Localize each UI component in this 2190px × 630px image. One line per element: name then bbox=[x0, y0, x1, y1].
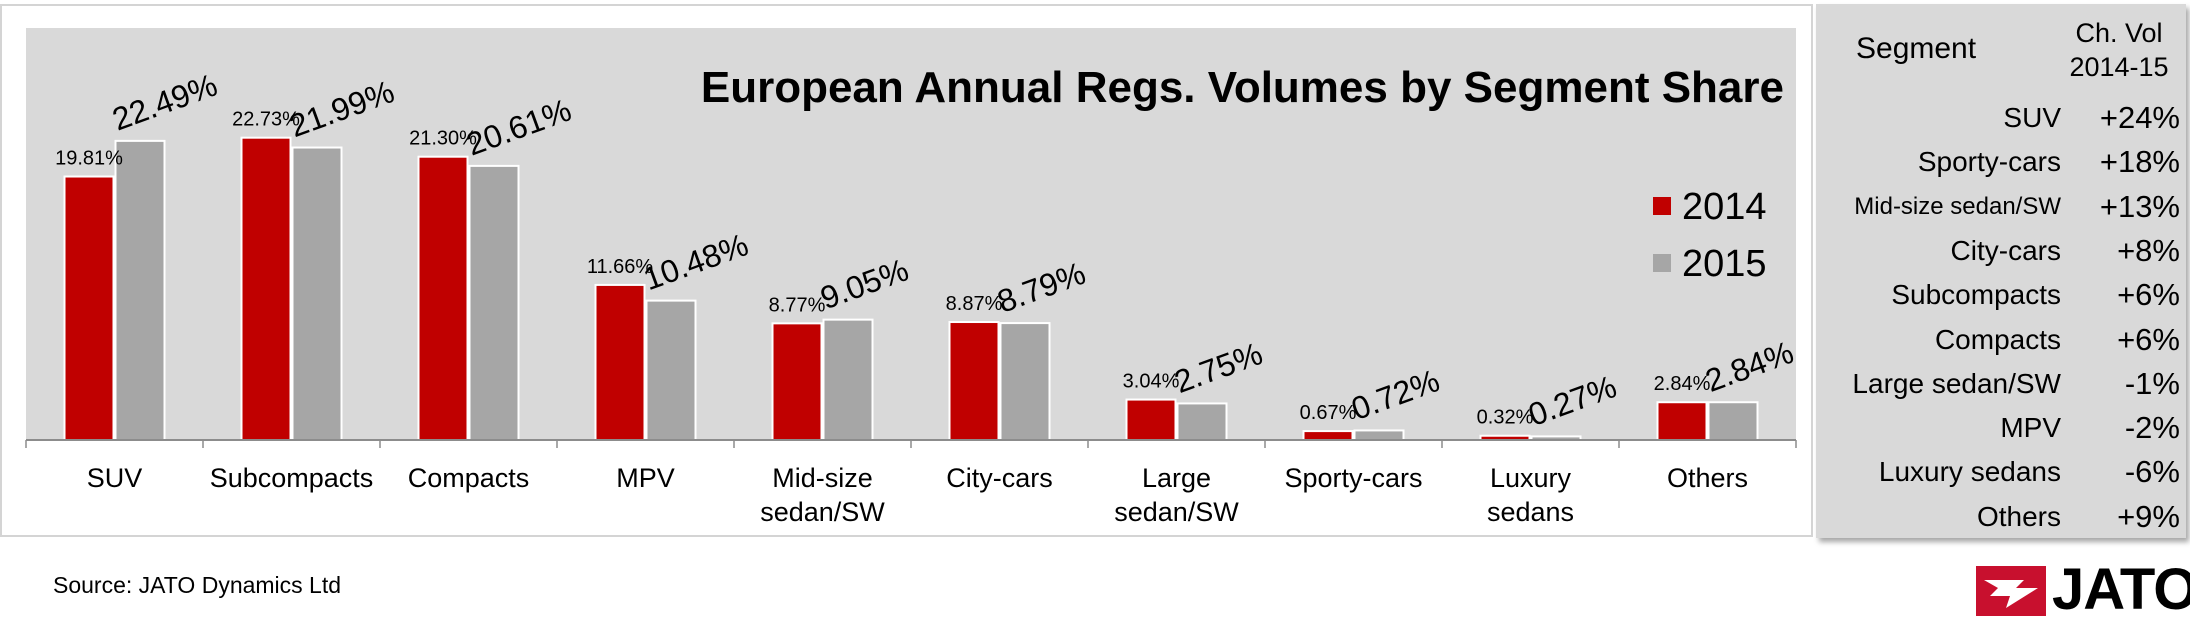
bar-2015-9 bbox=[1707, 401, 1759, 441]
panel-change-value: -2% bbox=[2124, 410, 2180, 446]
x-tick-label-4-line0: Mid-size bbox=[772, 463, 873, 493]
panel-header-change-line1: Ch. Vol bbox=[2075, 18, 2163, 48]
data-label-2014-4: 8.77% bbox=[769, 294, 826, 316]
panel-change-value: -6% bbox=[2124, 454, 2180, 490]
data-label-2014-9: 2.84% bbox=[1654, 373, 1711, 395]
panel-change-value: +13% bbox=[2099, 188, 2180, 224]
bar-2015-5 bbox=[999, 322, 1051, 441]
panel-segment-name: MPV bbox=[2000, 412, 2061, 444]
panel-row: City-cars +8% bbox=[1816, 229, 2186, 273]
panel-change-value: +24% bbox=[2099, 100, 2180, 135]
panel-row: Mid-size sedan/SW +13% bbox=[1816, 185, 2186, 229]
panel-row: Sporty-cars +18% bbox=[1816, 140, 2186, 184]
panel-segment-name: Others bbox=[1976, 500, 2061, 532]
panel-segment-name: Sporty-cars bbox=[1917, 146, 2061, 178]
panel-segment-name: Mid-size sedan/SW bbox=[1854, 192, 2061, 220]
x-tick-label-5: City-cars bbox=[946, 463, 1053, 493]
panel-segment-name: Compacts bbox=[1934, 323, 2061, 355]
panel-segment-name: Large sedan/SW bbox=[1852, 367, 2061, 399]
bar-2014-0 bbox=[63, 175, 115, 441]
bar-2014-3 bbox=[594, 283, 646, 441]
panel-row: MPV -2% bbox=[1816, 406, 2186, 450]
panel-row: Subcompacts +6% bbox=[1816, 273, 2186, 317]
panel-segment-name: Luxury sedans bbox=[1878, 456, 2061, 488]
x-tick-label-1: Subcompacts bbox=[210, 463, 374, 493]
panel-row: Luxury sedans -6% bbox=[1816, 450, 2186, 494]
data-label-2014-5: 8.87% bbox=[946, 293, 1003, 315]
data-label-2014-6: 3.04% bbox=[1123, 371, 1180, 393]
data-label-2014-2: 21.30% bbox=[409, 128, 477, 150]
bar-2015-0 bbox=[114, 139, 166, 441]
panel-change-value: +6% bbox=[2117, 321, 2180, 357]
bar-2014-1 bbox=[240, 136, 292, 441]
x-tick-label-8-line0: Luxury bbox=[1490, 463, 1572, 493]
chart-title: European Annual Regs. Volumes by Segment… bbox=[701, 63, 1784, 112]
bar-2014-4 bbox=[771, 322, 823, 442]
x-tick-label-4-line1: sedan/SW bbox=[760, 497, 885, 527]
panel-row: SUV +24% bbox=[1816, 96, 2186, 140]
bar-2014-2 bbox=[417, 155, 469, 442]
panel-change-value: +18% bbox=[2099, 144, 2180, 180]
bar-2015-2 bbox=[468, 164, 520, 441]
panel-header-change: Ch. Vol 2014-15 bbox=[2058, 16, 2180, 84]
bar-2015-6 bbox=[1176, 402, 1228, 441]
data-label-2014-8: 0.32% bbox=[1477, 407, 1534, 429]
panel-segment-name: SUV bbox=[2003, 102, 2061, 133]
bar-2015-3 bbox=[645, 299, 697, 441]
data-label-2014-1: 22.73% bbox=[232, 109, 300, 131]
legend-swatch-2015 bbox=[1653, 254, 1671, 272]
bar-chart: European Annual Regs. Volumes by Segment… bbox=[25, 28, 1798, 527]
legend-swatch-2014 bbox=[1653, 197, 1671, 215]
bar-2014-5 bbox=[948, 321, 1000, 441]
data-label-2014-7: 0.67% bbox=[1300, 402, 1357, 424]
panel-segment-name: City-cars bbox=[1950, 234, 2061, 266]
panel-change-value: +9% bbox=[2117, 498, 2180, 534]
bar-2015-7 bbox=[1353, 429, 1405, 442]
panel-row: Others +9% bbox=[1816, 495, 2186, 539]
x-tick-label-3: MPV bbox=[616, 463, 675, 493]
panel-header-change-line2: 2014-15 bbox=[2069, 52, 2169, 82]
panel-change-value: -1% bbox=[2124, 365, 2180, 401]
bar-2015-1 bbox=[291, 146, 343, 442]
x-tick-label-6-line1: sedan/SW bbox=[1114, 497, 1239, 527]
panel-header-segment: Segment bbox=[1856, 32, 1977, 65]
bar-2014-7 bbox=[1302, 430, 1354, 441]
bar-2014-9 bbox=[1656, 401, 1708, 441]
bar-2015-4 bbox=[822, 318, 874, 442]
segment-change-panel: Segment Ch. Vol 2014-15 SUV +24% Sporty-ca… bbox=[1816, 4, 2186, 538]
data-label-2014-0: 19.81% bbox=[55, 148, 123, 170]
jato-arrow-logo-icon bbox=[1976, 566, 2046, 616]
x-tick-label-6-line0: Large bbox=[1142, 463, 1211, 493]
x-tick-label-7: Sporty-cars bbox=[1284, 463, 1422, 493]
chart-frame: European Annual Regs. Volumes by Segment… bbox=[0, 4, 1813, 537]
panel-segment-name: Subcompacts bbox=[1891, 279, 2061, 311]
legend-label-2015: 2015 bbox=[1682, 243, 1767, 285]
source-note: Source: JATO Dynamics Ltd bbox=[53, 572, 342, 598]
panel-change-value: +8% bbox=[2117, 232, 2180, 268]
x-tick-label-9: Others bbox=[1667, 463, 1748, 493]
panel-row: Large sedan/SW -1% bbox=[1816, 362, 2186, 406]
bar-2014-6 bbox=[1125, 398, 1177, 441]
x-tick-label-8-line1: sedans bbox=[1487, 497, 1574, 527]
panel-change-value: +6% bbox=[2117, 277, 2180, 313]
x-tick-label-0: SUV bbox=[87, 463, 143, 493]
data-label-2014-3: 11.66% bbox=[587, 256, 654, 278]
panel-row: Compacts +6% bbox=[1816, 318, 2186, 362]
x-tick-label-2: Compacts bbox=[408, 463, 530, 493]
jato-logo-text: JATO bbox=[2052, 557, 2190, 622]
legend-label-2014: 2014 bbox=[1682, 186, 1767, 228]
